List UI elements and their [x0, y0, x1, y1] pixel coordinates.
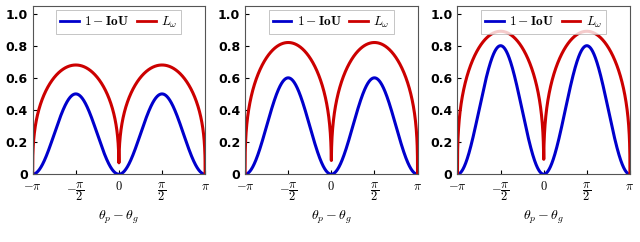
X-axis label: $\boldsymbol{\theta_p - \theta_g}$: $\boldsymbol{\theta_p - \theta_g}$ — [523, 208, 564, 226]
X-axis label: $\boldsymbol{\theta_p - \theta_g}$: $\boldsymbol{\theta_p - \theta_g}$ — [311, 208, 352, 226]
Legend: $\mathbf{1-IoU}$, $\boldsymbol{L_{\omega}}$: $\mathbf{1-IoU}$, $\boldsymbol{L_{\omega… — [269, 10, 394, 34]
Legend: $\mathbf{1-IoU}$, $\boldsymbol{L_{\omega}}$: $\mathbf{1-IoU}$, $\boldsymbol{L_{\omega… — [56, 10, 181, 34]
Legend: $\mathbf{1-IoU}$, $\boldsymbol{L_{\omega}}$: $\mathbf{1-IoU}$, $\boldsymbol{L_{\omega… — [481, 10, 606, 34]
X-axis label: $\boldsymbol{\theta_p - \theta_g}$: $\boldsymbol{\theta_p - \theta_g}$ — [99, 208, 140, 226]
